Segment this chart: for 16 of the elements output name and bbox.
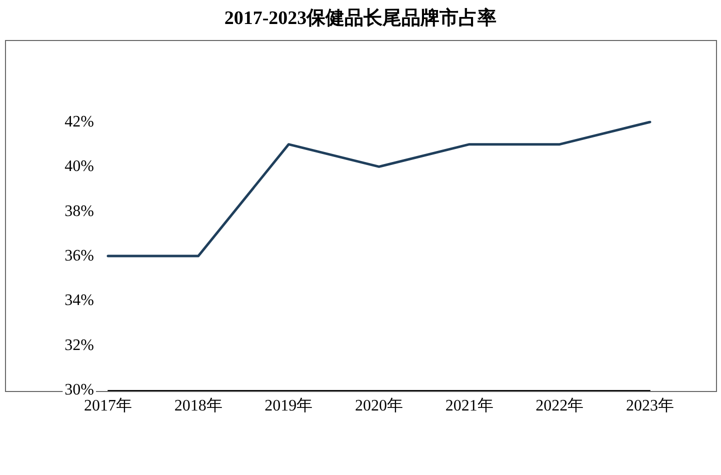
x-tick-label: 2019年 <box>264 398 313 414</box>
y-tick-label: 32% <box>64 336 94 354</box>
x-tick-label: 2023年 <box>626 398 674 414</box>
y-tick-label: 30% <box>64 382 94 398</box>
y-tick-label: 36% <box>64 248 94 264</box>
y-tick-label: 34% <box>64 292 94 310</box>
x-tick-label: 2017年 <box>84 398 132 414</box>
y-tick-label: 38% <box>64 202 94 220</box>
x-tick-label: 2018年 <box>174 398 222 414</box>
x-tick-label: 2022年 <box>536 398 584 414</box>
line-series <box>106 120 652 258</box>
y-tick-label: 42% <box>64 114 94 130</box>
y-tick-label: 40% <box>64 158 94 176</box>
x-tick-label: 2020年 <box>355 398 403 414</box>
x-tick-label: 2021年 <box>445 398 494 414</box>
chart-title: 2017-2023保健品长尾品牌市占率 <box>224 7 497 29</box>
